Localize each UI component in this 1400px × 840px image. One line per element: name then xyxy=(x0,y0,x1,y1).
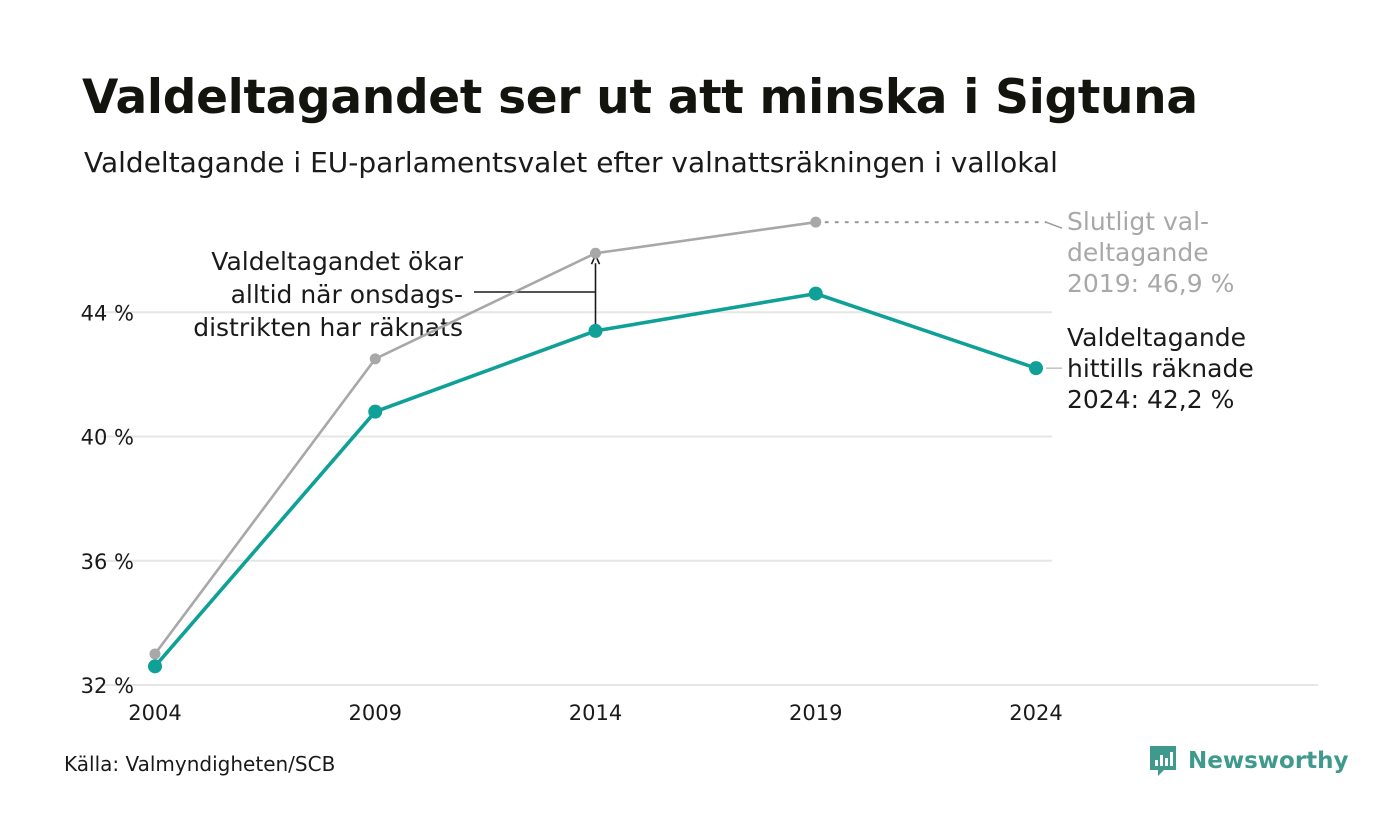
final-data-point xyxy=(590,247,601,259)
page-title: Valdeltagandet ser ut att minska i Sigtu… xyxy=(82,70,1198,125)
x-tick-label: 2009 xyxy=(349,701,402,725)
grid-lines xyxy=(100,311,1318,686)
x-tick-label: 2024 xyxy=(1009,701,1062,725)
counted-label-line: hittills räknade xyxy=(1067,354,1254,383)
counted-data-point xyxy=(588,323,603,338)
gap-annotation-line: distrikten har räknats xyxy=(193,313,463,342)
brand-logo: Newsworthy xyxy=(1148,744,1349,778)
final-label-line: 2019: 46,9 % xyxy=(1067,269,1234,298)
final-label-line: deltagande xyxy=(1067,238,1209,267)
series xyxy=(148,216,1043,674)
counted-data-point xyxy=(1029,361,1043,376)
final-series-line xyxy=(153,220,818,656)
x-tick-label: 2019 xyxy=(789,701,842,725)
y-tick-label: 32 % xyxy=(81,674,134,698)
counted-label-line: 2024: 42,2 % xyxy=(1067,385,1234,414)
counted-data-point xyxy=(148,659,162,674)
y-tick-label: 36 % xyxy=(81,550,134,574)
counted-label-line: Valdeltagande xyxy=(1067,323,1246,352)
gap-annotation-line: Valdeltagandet ökar xyxy=(211,247,463,276)
page-subtitle: Valdeltagande i EU-parlamentsvalet efter… xyxy=(84,146,1058,179)
counted-data-point xyxy=(368,404,383,419)
x-tick-label: 2014 xyxy=(569,701,622,725)
y-tick-label: 44 % xyxy=(81,301,134,325)
axis-labels: 32 % 36 % 40 % 44 % 2004 2009 2014 2019 2024 xyxy=(81,301,1063,725)
y-tick-label: 40 % xyxy=(81,426,134,450)
gap-annotation-line: alltid när onsdags- xyxy=(231,280,463,309)
final-data-point xyxy=(810,216,822,228)
brand-name: Newsworthy xyxy=(1188,748,1349,774)
final-label-line: Slutligt val- xyxy=(1067,207,1209,236)
counted-series-line xyxy=(153,291,1038,669)
final-leader-tick xyxy=(1045,221,1063,229)
final-data-point xyxy=(149,648,161,660)
x-tick-label: 2004 xyxy=(128,701,181,725)
bar-chart-logo-icon xyxy=(1150,746,1176,776)
final-data-point xyxy=(369,353,381,365)
counted-data-point xyxy=(808,286,823,301)
source-note: Källa: Valmyndigheten/SCB xyxy=(64,752,336,776)
